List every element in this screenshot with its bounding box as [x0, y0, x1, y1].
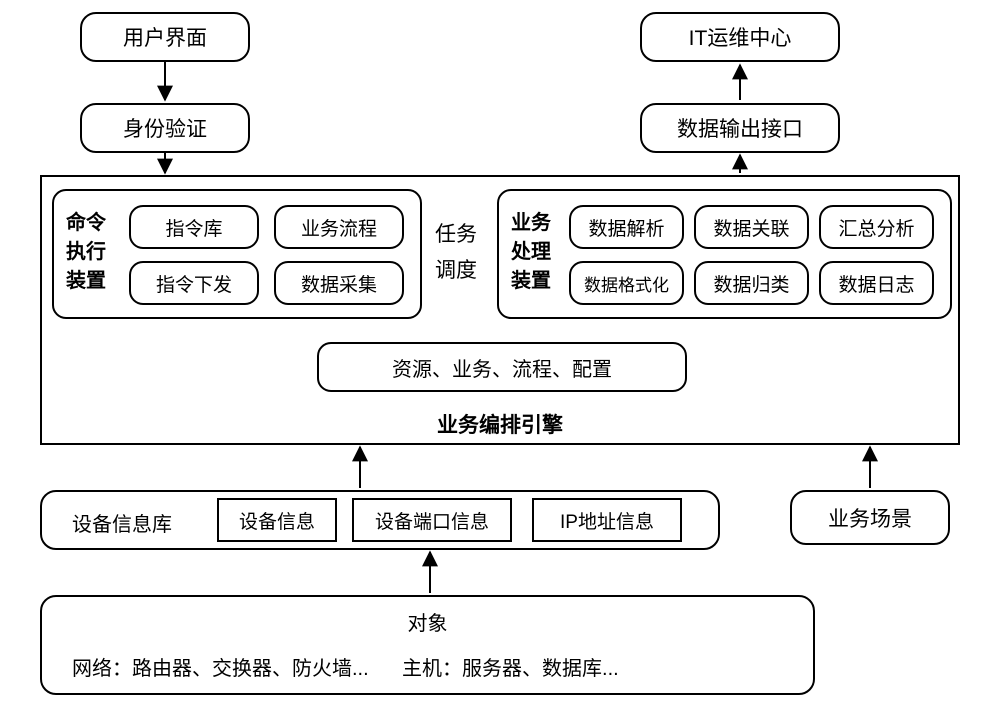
label: 数据输出接口 [677, 113, 803, 143]
devinfo-bar: 设备信息库 设备信息 设备端口信息 IP地址信息 [40, 490, 720, 550]
obj-box: 对象 网络：路由器、交换器、防火墙... 主机：服务器、数据库... [40, 595, 815, 695]
devinfo-box-0: 设备信息 [217, 498, 337, 542]
node-auth: 身份验证 [80, 103, 250, 153]
pill-biz-2: 汇总分析 [819, 205, 934, 249]
engine-title: 业务编排引擎 [42, 409, 958, 439]
cmd-exec-label: 命令 执行 装置 [66, 209, 106, 296]
biz-scene-box: 业务场景 [790, 490, 950, 545]
biz-proc-group: 业务 处理 装置 数据解析 数据关联 汇总分析 数据格式化 数据归类 数据日志 [497, 189, 952, 319]
devinfo-box-2: IP地址信息 [532, 498, 682, 542]
node-user-ui: 用户界面 [80, 12, 250, 62]
task-sched-label: 任务 调度 [435, 217, 477, 288]
pill-biz-0: 数据解析 [569, 205, 684, 249]
pill-cmd-0: 指令库 [129, 205, 259, 249]
label: 用户界面 [123, 22, 207, 52]
pill-cmd-1: 业务流程 [274, 205, 404, 249]
label: IT运维中心 [689, 22, 792, 52]
engine-center-box: 资源、业务、流程、配置 [317, 342, 687, 392]
obj-title: 对象 [42, 607, 813, 636]
label: 身份验证 [123, 113, 207, 143]
pill-biz-3: 数据格式化 [569, 261, 684, 305]
obj-row: 网络：路由器、交换器、防火墙... 主机：服务器、数据库... [72, 652, 619, 681]
cmd-exec-group: 命令 执行 装置 指令库 业务流程 指令下发 数据采集 [52, 189, 422, 319]
devinfo-label: 设备信息库 [72, 508, 172, 537]
node-it-center: IT运维中心 [640, 12, 840, 62]
pill-biz-5: 数据日志 [819, 261, 934, 305]
pill-biz-1: 数据关联 [694, 205, 809, 249]
node-data-out: 数据输出接口 [640, 103, 840, 153]
pill-cmd-3: 数据采集 [274, 261, 404, 305]
pill-cmd-2: 指令下发 [129, 261, 259, 305]
pill-biz-4: 数据归类 [694, 261, 809, 305]
biz-proc-label: 业务 处理 装置 [511, 209, 551, 296]
engine-container: 命令 执行 装置 指令库 业务流程 指令下发 数据采集 任务 调度 业务 处理 … [40, 175, 960, 445]
devinfo-box-1: 设备端口信息 [352, 498, 512, 542]
